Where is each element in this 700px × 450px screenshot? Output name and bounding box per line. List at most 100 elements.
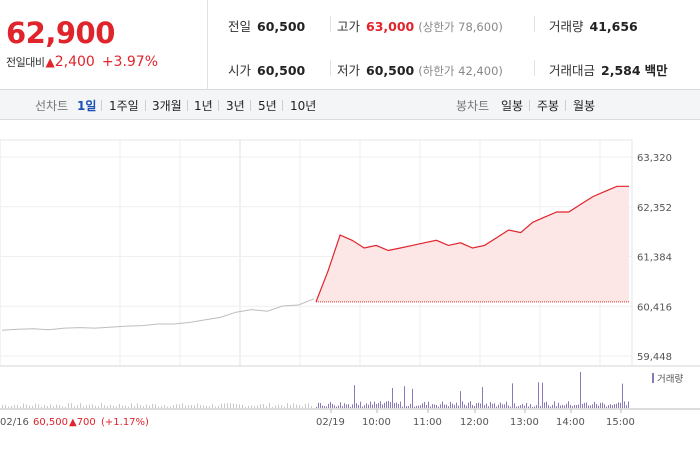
tab-daily-candle[interactable]: 일봉 [501,99,524,113]
volume-bar [350,406,351,408]
volume-bar [17,404,18,408]
volume-bar [536,405,537,408]
tab-3-months[interactable]: 3개월 [152,99,182,113]
high-price: 고가 63,000 (상한가 78,600) [337,16,503,35]
low-value: 60,500 [366,63,415,78]
volume-bar [50,404,51,408]
tab-3-years[interactable]: 3년 [226,99,245,113]
tab-monthly-candle[interactable]: 월봉 [573,99,596,113]
volume-bar [500,402,501,408]
y-tick-label: 63,320 [637,153,672,164]
volume-bar [478,402,479,408]
volume-bar [372,404,373,408]
volume-bar [80,403,81,408]
volume-bar [586,402,587,408]
volume-bar [482,387,483,408]
volume-bar [438,406,439,408]
tab-10-years[interactable]: 10년 [290,99,317,113]
tab-weekly-candle[interactable]: 주봉 [537,99,560,113]
volume-bar [456,402,457,408]
divider [250,100,251,111]
volume-bar [176,404,177,408]
volume-bar [203,405,204,408]
volume-bar [227,403,228,408]
volume-bar [432,404,433,408]
volume-bar [152,403,153,408]
tab-1-year[interactable]: 1년 [194,99,213,113]
trade-amount: 거래대금 2,584 백만 [549,60,668,79]
volume-bar [320,403,321,408]
volume-bar [408,405,409,408]
volume-bar [572,406,573,408]
volume-bar [336,406,337,408]
volume-bar [576,405,577,408]
volume-bar [209,406,210,408]
volume-bar [524,405,525,408]
volume-bar [624,401,625,408]
volume-bar [422,403,423,408]
volume-bar [490,402,491,408]
volume-bar [354,385,355,408]
tab-1-day[interactable]: 1일 [77,99,97,113]
volume-bar [444,404,445,408]
volume-bar [398,403,399,408]
volume-bar [197,403,198,408]
volume-bar [598,405,599,408]
volume-bar [450,401,451,408]
divider [534,16,535,32]
volume-bar [526,403,527,408]
volume-bar [382,404,383,408]
volume-bar [546,401,547,408]
volume-bar [188,405,189,408]
volume-bar [554,401,555,408]
divider [330,16,331,32]
volume-bar [230,403,231,408]
change-percent: +3.97% [101,54,159,70]
volume-bar [326,406,327,408]
volume-bar [263,404,264,408]
prev-change: ▲700 [69,417,96,428]
low-price: 저가 60,500 (하한가 42,400) [337,60,503,79]
volume-bar [622,383,623,408]
amount-unit: 백만 [644,63,668,78]
volume-bar [32,405,33,408]
volume-bar [140,405,141,408]
volume-bar [376,404,377,408]
volume-bar [20,406,21,408]
y-axis: 63,320 62,352 61,384 60,416 59,448 [637,153,672,363]
x-tick-label: 12:00 [460,417,489,428]
volume-bar [544,402,545,408]
volume-bar [330,401,331,408]
volume-bar [426,404,427,408]
volume-bar [35,403,36,408]
volume-bar [316,406,317,408]
volume-bar [245,406,246,408]
volume-bar [164,405,165,408]
volume-bar [324,405,325,408]
volume-bar [158,406,159,408]
volume-bar [574,405,575,408]
tab-5-years[interactable]: 5년 [258,99,277,113]
volume-bar [281,405,282,408]
volume-bar [578,404,579,408]
volume-bar [534,406,535,408]
volume-bar [486,403,487,408]
volume-bar [562,405,563,408]
volume-bar [454,404,455,408]
volume-bar [584,402,585,408]
volume-bar [236,404,237,408]
volume-bar [239,404,240,408]
volume-bar [400,401,401,408]
volume-bar [412,388,413,408]
tab-1-week[interactable]: 1주일 [109,99,139,113]
volume-bar [556,406,557,408]
volume-bar [580,372,581,408]
lower-limit: (하한가 42,400) [418,64,503,78]
volume-label: 거래량 [549,19,584,34]
volume-bar [161,406,162,408]
price-line [315,185,629,303]
volume-bar [518,406,519,408]
price-box: 62,900 전일대비▲2,400 +3.97% [0,0,208,90]
volume-bar [328,403,329,408]
volume-bar [98,406,99,408]
